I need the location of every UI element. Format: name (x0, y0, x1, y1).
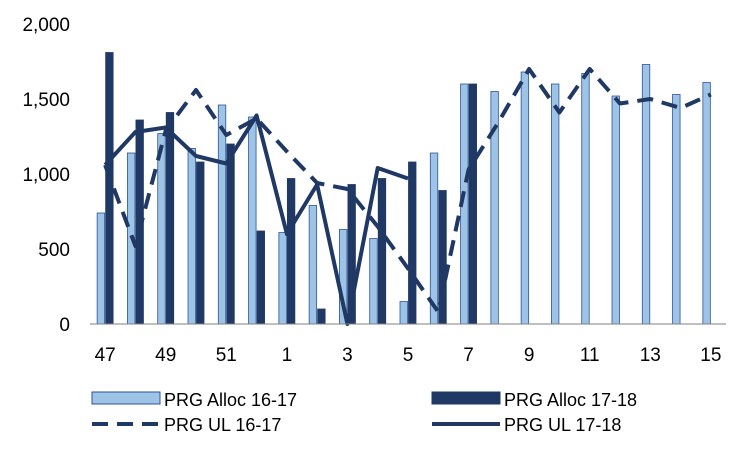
bar (408, 161, 417, 325)
bar (520, 71, 530, 325)
legend-label: PRG UL 16-17 (164, 415, 281, 435)
x-tick-label: 3 (342, 345, 353, 366)
bar (217, 104, 227, 325)
y-tick-label: 1,500 (22, 90, 70, 111)
legend-label: PRG UL 17-18 (504, 415, 621, 435)
x-axis-ticks: 47 49 51 1 3 5 7 9 11 13 15 (95, 345, 722, 366)
bar (317, 308, 326, 325)
legend: PRG Alloc 16-17 PRG Alloc 17-18 PRG UL 16-… (91, 390, 637, 435)
bar (256, 230, 265, 325)
bar (369, 238, 378, 325)
x-tick-label: 5 (403, 345, 414, 366)
y-tick-label: 1,000 (22, 165, 70, 186)
bar (308, 205, 318, 325)
bar (157, 133, 166, 325)
bar (105, 52, 114, 325)
bar (672, 94, 681, 325)
bars (96, 52, 711, 325)
x-tick-label: 51 (216, 345, 237, 366)
bar (226, 143, 235, 325)
x-tick-label: 7 (463, 345, 474, 366)
legend-label: PRG Alloc 16-17 (164, 390, 297, 410)
y-axis-ticks: 0 500 1,000 1,500 2,000 (22, 15, 70, 336)
y-tick-label: 0 (59, 315, 70, 336)
x-tick-label: 1 (282, 345, 293, 366)
legend-swatch (431, 391, 501, 405)
bar (611, 95, 620, 325)
series-line (103, 67, 712, 314)
x-tick-label: 49 (155, 345, 176, 366)
bar (165, 112, 175, 325)
bar (286, 178, 296, 325)
bar (468, 83, 477, 325)
bar (551, 83, 560, 325)
bar (702, 82, 711, 325)
bar (399, 301, 408, 325)
bar (581, 73, 590, 325)
bar (248, 116, 257, 325)
x-tick-label: 15 (700, 345, 721, 366)
y-tick-label: 2,000 (22, 15, 70, 36)
bar (641, 64, 651, 325)
x-tick-label: 9 (524, 345, 535, 366)
legend-label: PRG Alloc 17-18 (504, 390, 637, 410)
bar (196, 161, 205, 325)
bar (429, 152, 439, 325)
bar (278, 232, 287, 325)
y-tick-label: 500 (38, 240, 70, 261)
legend-swatch (91, 391, 161, 405)
bar (377, 178, 387, 325)
bar (187, 148, 196, 325)
bar (96, 212, 106, 325)
x-tick-label: 11 (580, 345, 600, 366)
lines (103, 67, 712, 326)
x-tick-label: 47 (95, 345, 116, 366)
series-line (103, 113, 409, 326)
x-tick-label: 13 (640, 345, 661, 366)
